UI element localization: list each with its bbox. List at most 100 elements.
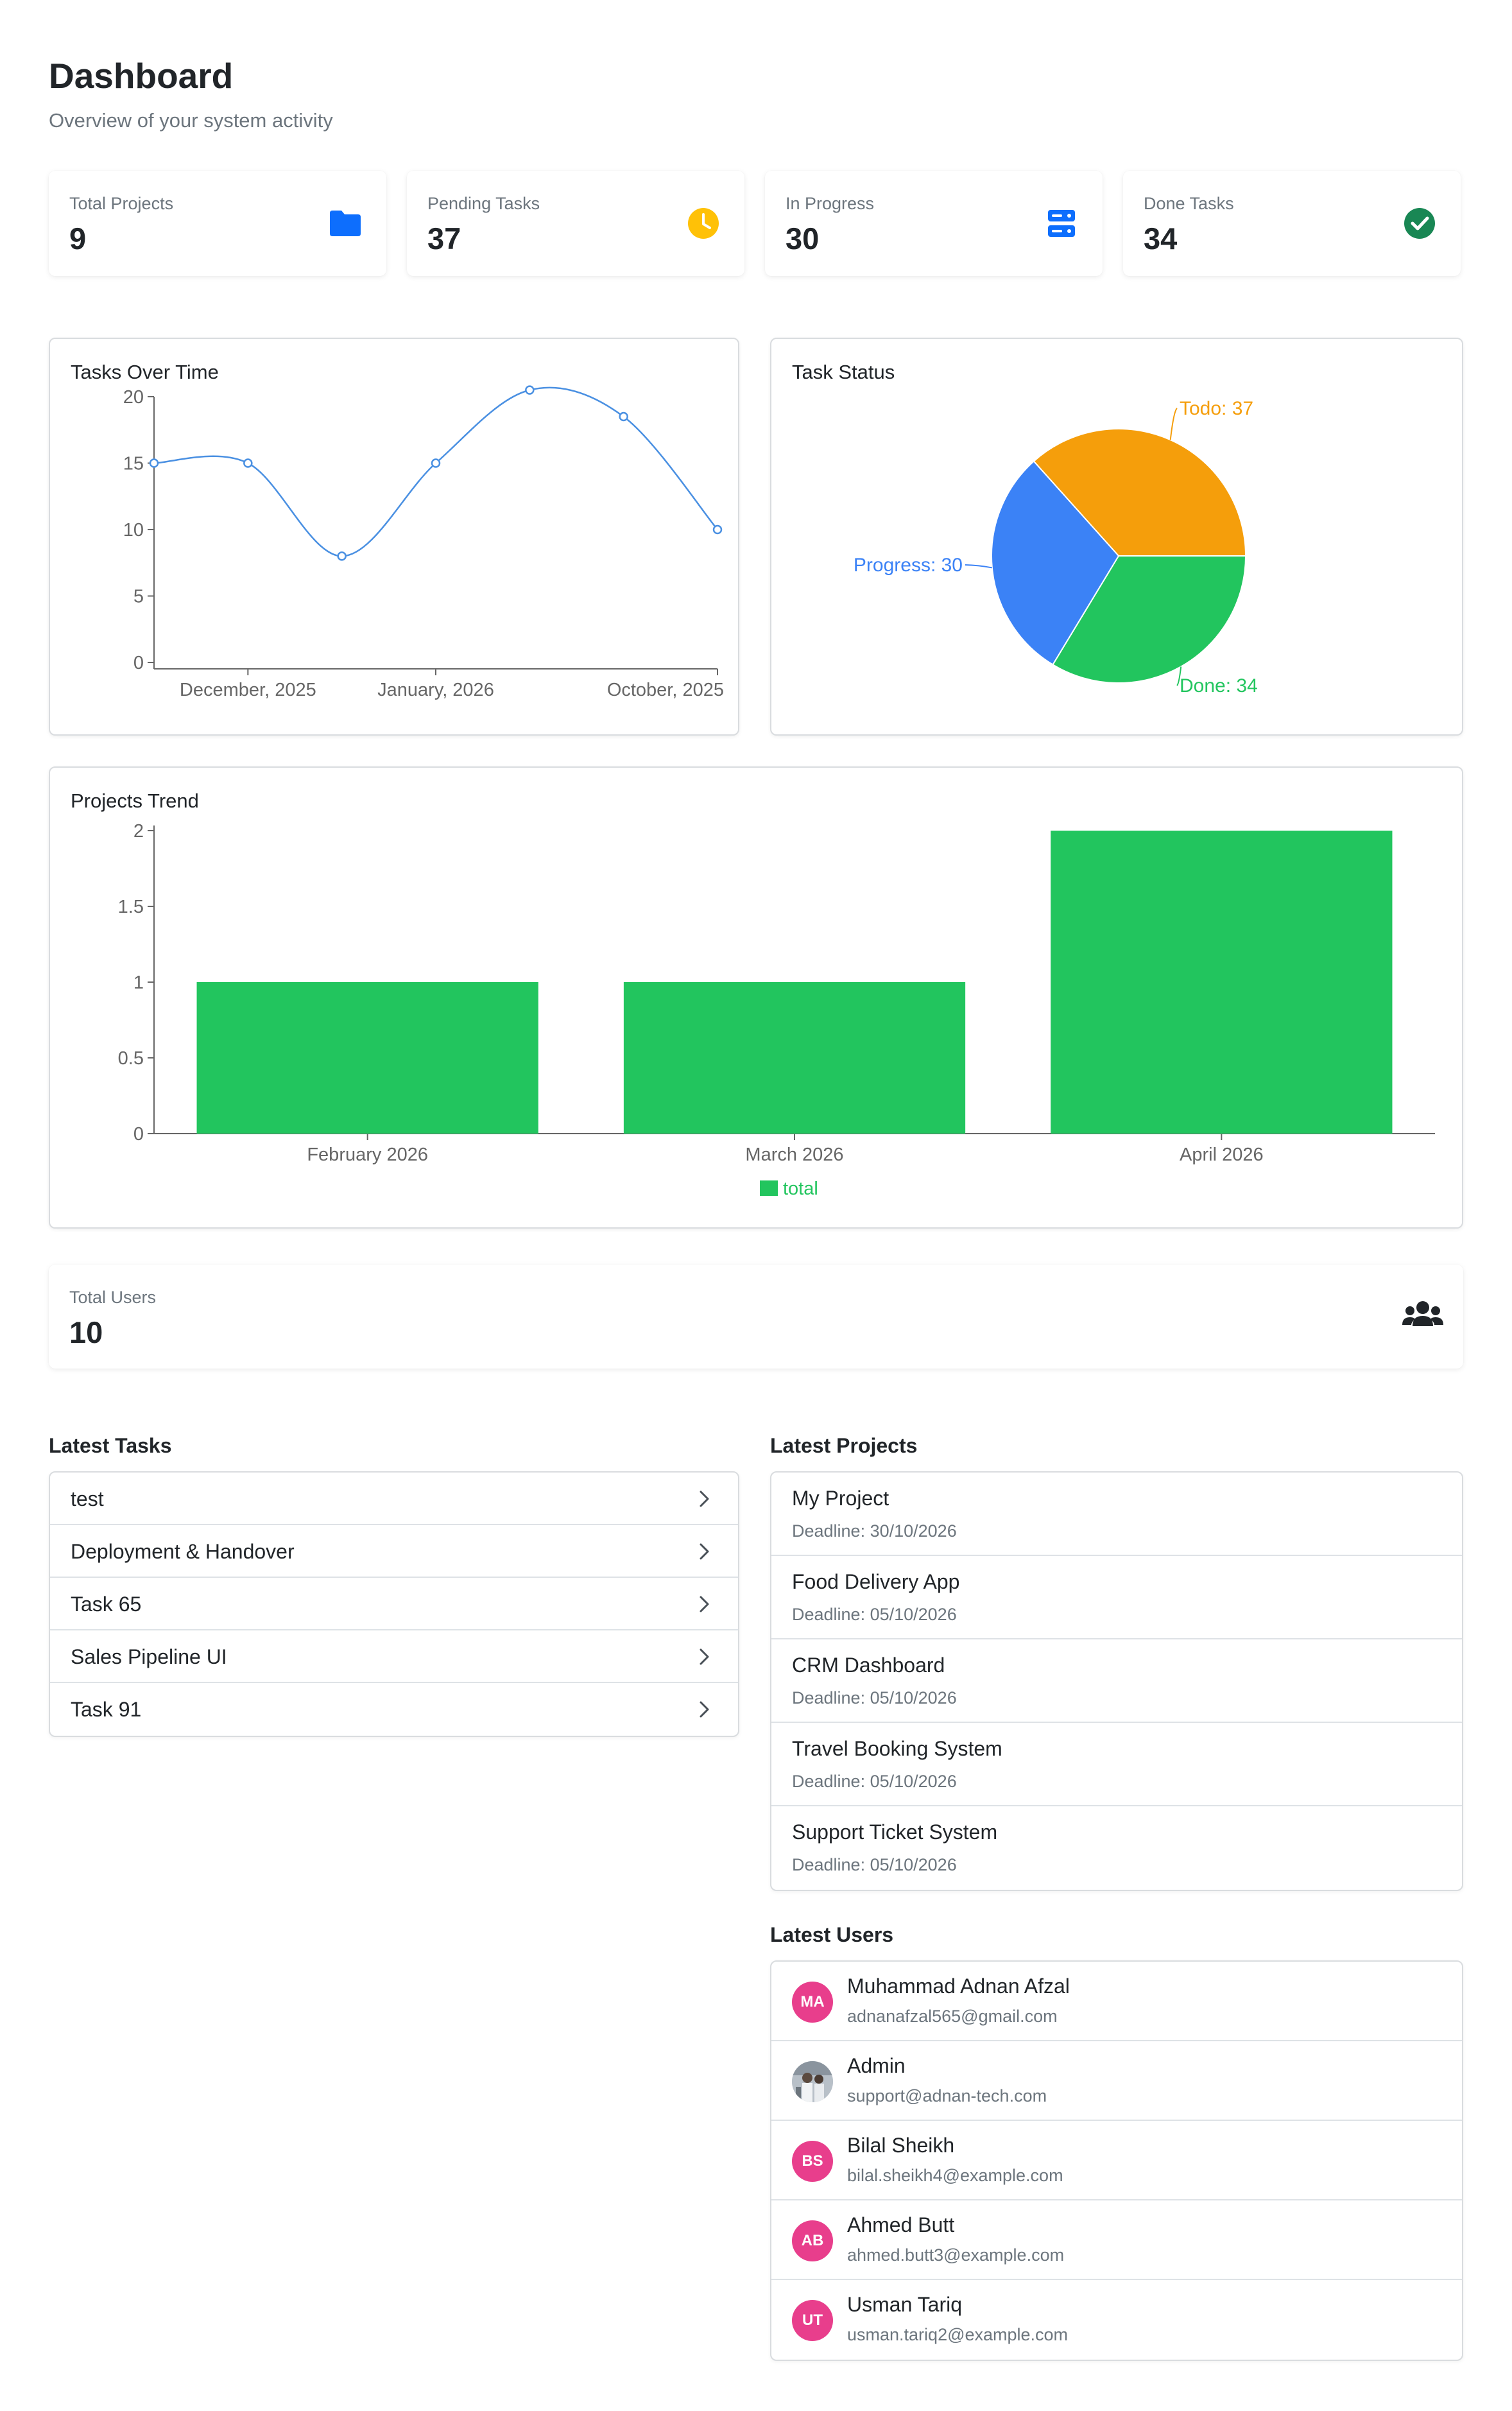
stat-label: Total Projects	[69, 194, 174, 213]
user-item[interactable]: Admin support@adnan-tech.com	[771, 2041, 1462, 2121]
project-name: Travel Booking System	[792, 1737, 1002, 1760]
legend-swatch	[760, 1180, 778, 1196]
project-deadline: Deadline: 05/10/2026	[792, 1772, 957, 1791]
data-point	[431, 458, 441, 468]
user-email: bilal.sheikh4@example.com	[847, 2166, 1063, 2185]
chart-title: Task Status	[792, 361, 895, 383]
stat-card-total-users: Total Users 10	[49, 1265, 1463, 1369]
task-label: test	[71, 1487, 104, 1510]
avatar: UT	[792, 2300, 833, 2341]
avatar: BS	[792, 2141, 833, 2182]
user-item[interactable]: BS Bilal Sheikh bilal.sheikh4@example.co…	[771, 2121, 1462, 2200]
stat-label: In Progress	[786, 194, 875, 213]
project-item[interactable]: My Project Deadline: 30/10/2026	[771, 1473, 1462, 1556]
stat-value: 34	[1144, 221, 1178, 255]
user-item[interactable]: MA Muhammad Adnan Afzal adnanafzal565@gm…	[771, 1962, 1462, 2041]
latest-projects-title: Latest Projects	[770, 1434, 918, 1457]
task-label: Deployment & Handover	[71, 1540, 295, 1563]
project-deadline: Deadline: 05/10/2026	[792, 1605, 957, 1624]
x-tick-label: March 2026	[745, 1145, 843, 1165]
user-name: Muhammad Adnan Afzal	[847, 1975, 1070, 1998]
project-deadline: Deadline: 05/10/2026	[792, 1855, 957, 1874]
task-status-chart: Todo: 37 Done: 34 Progress: 30	[854, 398, 1258, 696]
clock-icon	[688, 208, 719, 239]
user-name: Usman Tariq	[847, 2293, 963, 2316]
chevron-right-icon	[700, 1596, 709, 1612]
y-tick-label: 0	[133, 653, 144, 673]
y-tick-label: 20	[123, 387, 144, 408]
y-tick-label: 5	[133, 587, 144, 607]
project-item[interactable]: Food Delivery App Deadline: 05/10/2026	[771, 1556, 1462, 1639]
stat-card-in-progress: In Progress 30	[765, 171, 1103, 276]
chart-title: Tasks Over Time	[71, 361, 219, 383]
user-email: support@adnan-tech.com	[847, 2086, 1047, 2105]
project-item[interactable]: Travel Booking System Deadline: 05/10/20…	[771, 1723, 1462, 1806]
user-item[interactable]: AB Ahmed Butt ahmed.butt3@example.com	[771, 2200, 1462, 2280]
task-item[interactable]: test	[50, 1473, 738, 1525]
bar	[623, 982, 966, 1134]
data-point	[619, 411, 628, 422]
x-tick-label: December, 2025	[180, 680, 316, 700]
page-title: Dashboard	[49, 56, 234, 96]
stat-label: Pending Tasks	[427, 194, 540, 213]
chevron-right-icon	[700, 1701, 709, 1718]
pie-slice	[991, 460, 1120, 666]
label-leader-line	[1176, 666, 1182, 686]
user-email: usman.tariq2@example.com	[847, 2325, 1069, 2344]
user-name: Bilal Sheikh	[847, 2134, 955, 2157]
project-name: Food Delivery App	[792, 1570, 960, 1593]
pie-label: Progress: 30	[854, 555, 963, 576]
task-item[interactable]: Sales Pipeline UI	[50, 1630, 738, 1683]
data-point	[149, 458, 159, 468]
bar	[196, 982, 538, 1134]
check-circle-icon	[1404, 208, 1435, 239]
chevron-right-icon	[700, 1491, 709, 1507]
bar	[1051, 831, 1393, 1134]
task-label: Task 91	[71, 1698, 142, 1721]
project-name: My Project	[792, 1487, 889, 1510]
latest-users-title: Latest Users	[770, 1923, 894, 1946]
users-icon	[1402, 1301, 1443, 1326]
task-label: Sales Pipeline UI	[71, 1645, 227, 1668]
x-tick-label: February 2026	[307, 1145, 428, 1165]
task-item[interactable]: Task 91	[50, 1683, 738, 1736]
label-leader-line	[1169, 408, 1178, 440]
user-name: Ahmed Butt	[847, 2213, 955, 2236]
user-photo-icon	[792, 2061, 833, 2102]
page-subtitle: Overview of your system activity	[49, 109, 333, 132]
task-item[interactable]: Deployment & Handover	[50, 1525, 738, 1578]
x-tick-label: October, 2025	[607, 680, 724, 700]
stat-label: Done Tasks	[1144, 194, 1234, 213]
legend-label: total	[783, 1179, 818, 1199]
data-point	[712, 524, 723, 535]
x-tick-label: April 2026	[1180, 1145, 1264, 1165]
y-tick-label: 15	[123, 454, 144, 474]
user-item[interactable]: UT Usman Tariq usman.tariq2@example.com	[771, 2280, 1462, 2360]
latest-projects-list: My Project Deadline: 30/10/2026 Food Del…	[770, 1471, 1463, 1891]
user-name: Admin	[847, 2054, 906, 2077]
stat-label: Total Users	[69, 1288, 157, 1307]
project-item[interactable]: Support Ticket System Deadline: 05/10/20…	[771, 1806, 1462, 1890]
latest-users-list: MA Muhammad Adnan Afzal adnanafzal565@gm…	[770, 1960, 1463, 2361]
tasks-over-time-panel: Tasks Over Time 0 5 10 15 20 December, 2025 Ja…	[49, 338, 739, 736]
stat-value: 30	[786, 221, 820, 255]
series-line	[153, 386, 718, 557]
pie-label: Todo: 37	[1180, 398, 1253, 419]
task-label: Task 65	[71, 1593, 142, 1616]
task-item[interactable]: Task 65	[50, 1578, 738, 1630]
data-point	[243, 458, 253, 468]
server-icon	[1048, 210, 1075, 237]
y-tick-label: 0	[133, 1124, 144, 1145]
y-tick-label: 0.5	[118, 1048, 144, 1069]
avatar-photo	[792, 2061, 833, 2102]
label-leader-line	[965, 564, 993, 569]
latest-tasks-list: test Deployment & Handover Task 65 Sales…	[49, 1471, 739, 1737]
task-status-panel: Task Status Todo: 37 Done: 34 Progress: 30	[770, 338, 1463, 736]
avatar: AB	[792, 2220, 833, 2261]
latest-tasks-title: Latest Tasks	[49, 1434, 172, 1457]
pie-slice	[1052, 555, 1247, 684]
project-deadline: Deadline: 05/10/2026	[792, 1688, 957, 1707]
tasks-over-time-chart: 0 5 10 15 20 December, 2025 January, 2026 Octob…	[123, 385, 724, 700]
project-item[interactable]: CRM Dashboard Deadline: 05/10/2026	[771, 1639, 1462, 1723]
chevron-right-icon	[700, 1648, 709, 1665]
